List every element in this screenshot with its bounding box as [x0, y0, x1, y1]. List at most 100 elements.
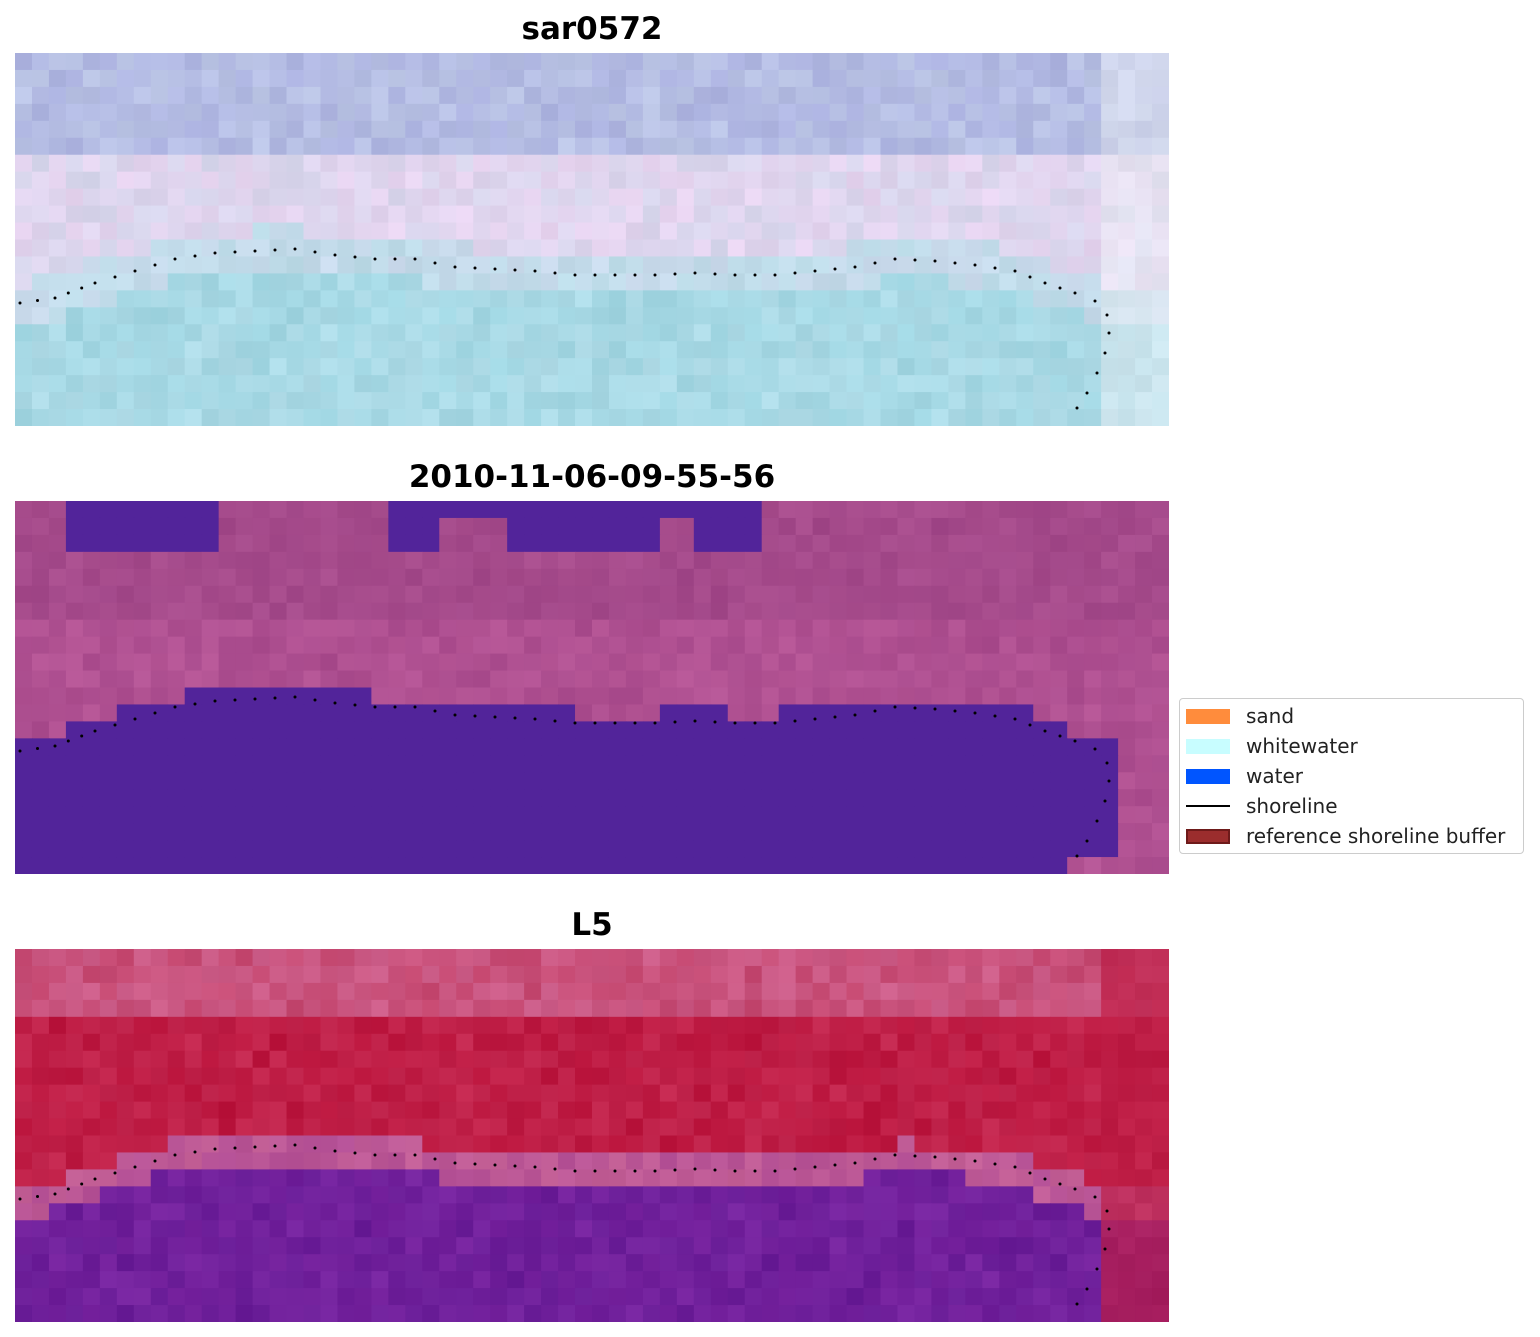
index-pixel — [642, 1101, 661, 1120]
rgb-pixel — [65, 205, 84, 224]
index-pixel — [473, 1288, 491, 1306]
rgb-pixel — [829, 53, 848, 71]
rgb-pixel — [1135, 86, 1153, 105]
index-pixel — [15, 1084, 33, 1103]
rgb-pixel — [625, 409, 644, 426]
classified-pixel — [1067, 534, 1085, 553]
index-pixel — [1050, 1135, 1068, 1154]
rgb-pixel — [710, 120, 729, 139]
rgb-pixel — [999, 188, 1017, 207]
rgb-pixel — [320, 409, 339, 426]
index-pixel — [761, 1254, 780, 1272]
rgb-pixel — [388, 154, 406, 173]
index-pixel — [473, 1101, 491, 1120]
index-pixel — [575, 1169, 593, 1187]
rgb-pixel — [15, 86, 33, 105]
classified-pixel — [778, 636, 797, 655]
classified-pixel — [15, 721, 33, 739]
rgb-pixel — [439, 205, 457, 224]
index-pixel — [354, 999, 372, 1018]
rgb-pixel — [1033, 358, 1051, 376]
shoreline-dot — [1085, 391, 1089, 395]
index-pixel — [965, 1033, 983, 1052]
index-pixel — [608, 1271, 627, 1289]
rgb-pixel — [693, 222, 712, 241]
classified-pixel — [48, 517, 67, 536]
index-pixel — [82, 1118, 101, 1137]
classified-pixel — [1101, 670, 1119, 689]
classified-pixel — [642, 568, 661, 587]
shoreline-dot — [833, 1163, 837, 1167]
rgb-pixel — [846, 86, 865, 105]
index-pixel — [524, 1050, 542, 1069]
rgb-pixel — [1016, 256, 1034, 274]
index-pixel — [1033, 1305, 1051, 1322]
rgb-pixel — [1067, 324, 1085, 342]
rgb-pixel — [439, 273, 457, 291]
classified-pixel — [575, 501, 593, 519]
rgb-pixel — [507, 256, 525, 274]
classified-pixel — [15, 517, 33, 536]
index-pixel — [252, 1305, 271, 1322]
rgb-pixel — [320, 239, 339, 258]
rgb-pixel — [795, 358, 814, 376]
rgb-pixel — [1084, 307, 1102, 325]
rgb-pixel — [829, 290, 848, 308]
index-pixel — [473, 1152, 491, 1170]
index-pixel — [693, 1254, 712, 1272]
rgb-pixel — [575, 69, 593, 88]
rgb-pixel — [812, 358, 831, 376]
rgb-pixel — [914, 358, 933, 376]
classified-pixel — [812, 585, 831, 604]
rgb-pixel — [48, 69, 67, 88]
rgb-pixel — [1118, 375, 1136, 393]
classified-pixel — [99, 772, 118, 790]
rgb-pixel — [778, 256, 797, 274]
rgb-pixel — [524, 69, 542, 88]
index-pixel — [592, 949, 610, 967]
rgb-pixel — [354, 341, 372, 359]
index-pixel — [710, 1067, 729, 1086]
classified-pixel — [31, 806, 50, 824]
rgb-pixel — [371, 392, 389, 410]
rgb-pixel — [642, 120, 661, 139]
rgb-pixel — [541, 222, 559, 241]
rgb-pixel — [863, 86, 882, 105]
index-pixel — [218, 1169, 237, 1187]
index-pixel — [1152, 1050, 1169, 1069]
index-pixel — [422, 1220, 440, 1238]
classified-pixel — [541, 772, 559, 790]
index-pixel — [1152, 1169, 1169, 1187]
index-pixel — [201, 1186, 220, 1204]
classified-pixel — [422, 755, 440, 773]
index-pixel — [659, 949, 678, 967]
classified-pixel — [15, 568, 33, 587]
rgb-pixel — [829, 409, 848, 426]
classified-pixel — [133, 687, 152, 706]
index-pixel — [541, 982, 559, 1001]
index-pixel — [642, 982, 661, 1001]
classified-pixel — [880, 585, 899, 604]
classified-pixel — [167, 755, 186, 773]
classified-pixel — [116, 704, 135, 722]
index-pixel — [999, 1050, 1017, 1069]
index-pixel — [371, 1084, 389, 1103]
index-pixel — [1118, 1271, 1136, 1289]
rgb-pixel — [761, 137, 780, 156]
index-pixel — [982, 1101, 1000, 1120]
rgb-pixel — [184, 341, 203, 359]
classified-pixel — [524, 551, 542, 570]
index-pixel — [507, 1169, 525, 1187]
index-pixel — [880, 1220, 899, 1238]
rgb-pixel — [829, 392, 848, 410]
rgb-pixel — [354, 375, 372, 393]
index-pixel — [575, 1271, 593, 1289]
shoreline-dot — [353, 1151, 357, 1155]
classified-pixel — [422, 619, 440, 638]
rgb-pixel — [388, 409, 406, 426]
classified-pixel — [608, 602, 627, 621]
classified-pixel — [931, 534, 949, 553]
rgb-pixel — [48, 256, 67, 274]
classified-pixel — [235, 806, 254, 824]
index-pixel — [439, 965, 457, 984]
